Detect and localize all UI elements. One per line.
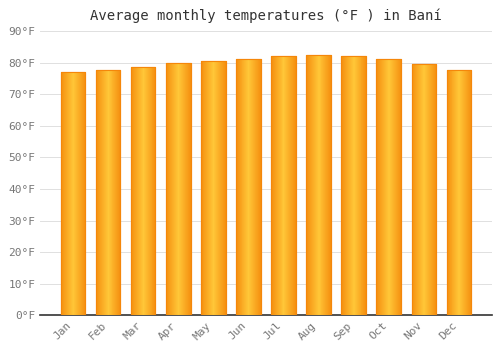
Bar — [446, 70, 471, 315]
Bar — [166, 63, 190, 315]
Bar — [271, 56, 295, 315]
Bar — [412, 64, 436, 315]
Bar — [131, 67, 156, 315]
Bar — [201, 61, 226, 315]
Bar — [236, 60, 260, 315]
Bar — [376, 60, 401, 315]
Bar — [236, 60, 260, 315]
Bar — [446, 70, 471, 315]
Bar — [96, 70, 120, 315]
Bar — [412, 64, 436, 315]
Bar — [131, 67, 156, 315]
Bar — [96, 70, 120, 315]
Bar — [60, 72, 86, 315]
Bar — [306, 55, 331, 315]
Bar — [342, 56, 366, 315]
Title: Average monthly temperatures (°F ) in Baní: Average monthly temperatures (°F ) in Ba… — [90, 8, 442, 23]
Bar — [306, 55, 331, 315]
Bar — [271, 56, 295, 315]
Bar — [60, 72, 86, 315]
Bar — [166, 63, 190, 315]
Bar — [376, 60, 401, 315]
Bar — [201, 61, 226, 315]
Bar — [342, 56, 366, 315]
